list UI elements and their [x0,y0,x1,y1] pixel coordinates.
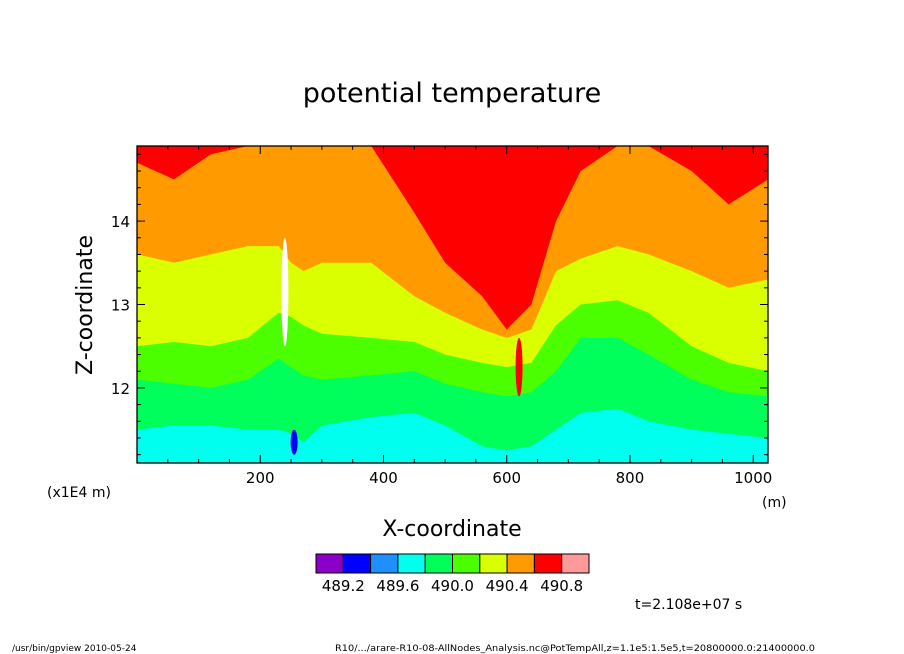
x-tick-label: 1000 [734,469,772,487]
heatmap-feature-3 [515,337,523,397]
colorbar-swatch [342,553,372,574]
colorbar-swatch [370,553,399,574]
y-axis-label: Z-coordinate [73,235,98,375]
colorbar-swatch [452,553,481,574]
colorbar-swatch [397,553,426,574]
x-tick-label: 400 [369,469,398,487]
y-tick-label: 13 [111,297,130,315]
x-axis: 200 400 600 800 1000 [167,146,772,487]
heatmap-field [137,146,768,463]
colorbar-label: 489.2 [322,577,365,595]
time-label: t=2.108e+07 s [635,597,742,613]
colorbar-label: 489.6 [376,577,419,595]
chart-title: potential temperature [303,78,601,109]
y-axis: 12 13 14 [111,153,768,456]
colorbar-swatch [506,553,535,574]
y-scale-note: (x1E4 m) [47,485,111,501]
heatmap-region-5 [137,146,768,330]
colorbar-label: 490.0 [431,577,474,595]
colorbar-swatch [479,553,508,574]
y-tick-label: 12 [111,380,130,398]
footer-right-text: R10/.../arare-R10-08-AllNodes_Analysis.n… [335,644,815,654]
colorbar-swatch [561,553,590,574]
x-tick-label: 800 [616,469,645,487]
heatmap-feature-2 [290,429,298,455]
colorbar-label: 490.4 [486,577,529,595]
colorbar-swatch [533,553,563,574]
colorbar-label: 490.8 [540,577,583,595]
heatmap-feature-1 [281,237,289,347]
y-tick-label: 14 [111,213,130,231]
x-axis-label: X-coordinate [382,517,521,542]
colorbar-swatch [424,553,454,574]
x-units-label: (m) [762,495,787,511]
x-tick-label: 600 [492,469,521,487]
colorbar: 489.2 489.6 490.0 490.4 490.8 [315,553,590,595]
footer-left-text: /usr/bin/gpview 2010-05-24 [12,644,137,654]
x-tick-label: 200 [246,469,275,487]
colorbar-swatch [315,553,344,574]
